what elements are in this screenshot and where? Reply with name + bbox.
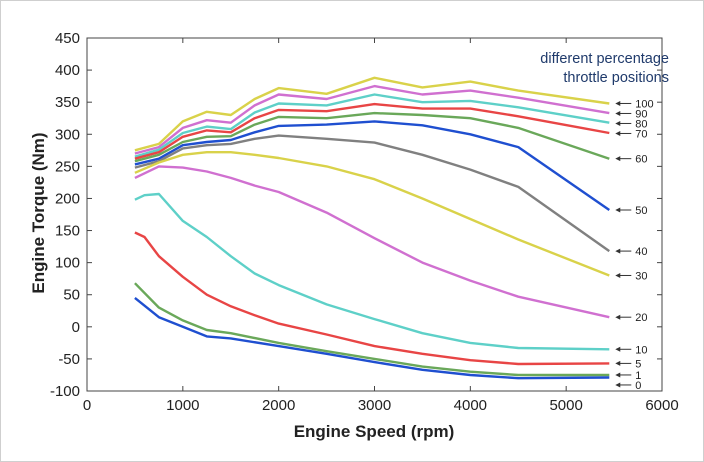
- plot-border: [86, 37, 663, 392]
- series-line-100: [134, 76, 610, 152]
- series-line-40: [134, 134, 610, 253]
- y-tick-label: 150: [55, 223, 80, 240]
- y-tick-label: 350: [55, 94, 80, 111]
- series-label-5: 5: [635, 358, 641, 370]
- series-line-90: [134, 84, 610, 155]
- label-arrow-20: [615, 314, 621, 320]
- label-arrow-90: [615, 110, 621, 116]
- series-label-30: 30: [635, 270, 647, 282]
- x-tick-label: 6000: [645, 397, 678, 414]
- label-arrow-100: [615, 100, 621, 106]
- series-line-50: [134, 120, 610, 211]
- label-arrow-5: [615, 360, 621, 366]
- y-tick-label: -100: [50, 383, 80, 400]
- y-tick-label: 200: [55, 190, 80, 207]
- x-axis-ticks: 0 1000 2000 3000 4000 5000 6000: [83, 38, 679, 414]
- x-tick-label: 5000: [549, 397, 582, 414]
- series-label-20: 20: [635, 312, 647, 324]
- series-line-20: [134, 165, 610, 319]
- label-arrow-80: [615, 120, 621, 126]
- y-tick-label: 400: [55, 62, 80, 79]
- series-label-70: 70: [635, 128, 647, 140]
- label-arrow-1: [615, 372, 621, 378]
- series-label-90: 90: [635, 108, 647, 120]
- label-arrow-0: [615, 382, 621, 388]
- series-line-70: [134, 102, 610, 160]
- plot-area: [86, 37, 663, 392]
- label-arrow-50: [615, 207, 621, 213]
- x-tick-label: 1000: [166, 397, 199, 414]
- x-tick-label: 0: [83, 397, 91, 414]
- series-line-1: [134, 282, 610, 377]
- series-line-5: [134, 231, 610, 366]
- x-tick-label: 3000: [358, 397, 391, 414]
- y-tick-label: 450: [55, 30, 80, 47]
- series-label-100: 100: [635, 98, 653, 110]
- series-label-1: 1: [635, 370, 641, 382]
- series-line-10: [134, 192, 610, 351]
- series-label-40: 40: [635, 246, 647, 258]
- series-line-0: [134, 296, 610, 380]
- label-arrow-70: [615, 130, 621, 136]
- series-line-60: [134, 111, 610, 163]
- x-tick-label: 2000: [262, 397, 295, 414]
- label-arrow-30: [615, 272, 621, 278]
- y-tick-label: 100: [55, 255, 80, 272]
- y-tick-label: 50: [63, 287, 80, 304]
- y-tick-label: 0: [72, 319, 80, 336]
- x-axis-title: Engine Speed (rpm): [294, 422, 455, 441]
- series-line-80: [134, 93, 610, 158]
- y-tick-label: -50: [58, 351, 80, 368]
- label-arrow-10: [615, 346, 621, 352]
- series-label-10: 10: [635, 344, 647, 356]
- label-arrow-60: [615, 156, 621, 162]
- series-label-50: 50: [635, 205, 647, 217]
- annotation-line-2: throttle positions: [563, 70, 669, 86]
- label-arrow-40: [615, 248, 621, 254]
- series-lines: [134, 76, 610, 380]
- y-tick-label: 300: [55, 126, 80, 143]
- series-label-60: 60: [635, 154, 647, 166]
- series-label-80: 80: [635, 118, 647, 130]
- x-tick-label: 4000: [454, 397, 487, 414]
- y-tick-label: 250: [55, 158, 80, 175]
- series-line-30: [134, 150, 610, 277]
- annotation-line-1: different percentage: [540, 51, 669, 67]
- series-label-0: 0: [635, 380, 641, 392]
- y-axis-title: Engine Torque (Nm): [29, 132, 48, 293]
